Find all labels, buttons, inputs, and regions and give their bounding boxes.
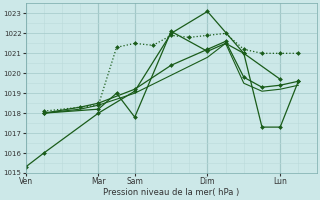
X-axis label: Pression niveau de la mer( hPa ): Pression niveau de la mer( hPa ) (103, 188, 239, 197)
